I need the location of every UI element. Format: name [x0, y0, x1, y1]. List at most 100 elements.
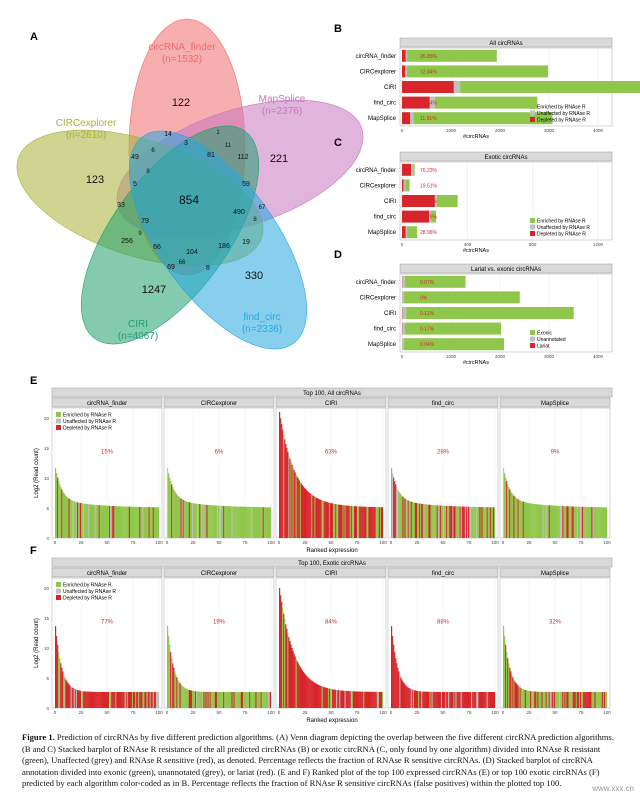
rank-bar — [293, 653, 295, 708]
rank-bar — [526, 690, 529, 708]
rank-bar — [368, 506, 370, 538]
rank-bar — [182, 686, 184, 708]
rank-bar — [525, 502, 528, 538]
rank-bar — [432, 505, 434, 538]
venn-count-26: 11 — [225, 143, 232, 149]
rank-bar — [191, 690, 194, 708]
rank-bar — [169, 644, 171, 708]
rank-bar — [266, 692, 269, 708]
rank-bar — [195, 503, 197, 538]
rank-panel-e: E Top 100, All circRNAs Log2 (Read count) R… — [30, 375, 613, 554]
rank-bar — [205, 504, 207, 538]
panel-title: All circRNAs — [489, 41, 522, 47]
rank-bar — [574, 506, 576, 538]
rank-bar — [210, 505, 212, 538]
rank-bar — [216, 505, 219, 538]
rank-bar — [175, 493, 177, 538]
rank-bar — [93, 691, 95, 708]
bar-segment — [402, 112, 411, 125]
rank-bar — [172, 487, 174, 538]
rank-bar — [472, 691, 474, 708]
rank-bar — [245, 506, 247, 538]
rank-bar — [350, 691, 352, 708]
rank-bar — [110, 505, 112, 538]
rank-bar — [281, 424, 283, 538]
rank-bar — [423, 691, 425, 708]
rank-bar — [589, 506, 591, 538]
rank-bar — [177, 679, 179, 708]
rank-bar — [564, 691, 566, 708]
rank-bar — [253, 691, 255, 708]
rank-bar — [366, 506, 368, 538]
rank-bar — [483, 692, 485, 708]
rank-bar — [420, 503, 422, 538]
rank-bar — [312, 495, 314, 538]
rank-bar — [247, 506, 249, 538]
rank-bar — [538, 504, 540, 538]
rank-bar — [180, 684, 182, 708]
rank-bar — [451, 506, 453, 538]
rank-bar — [597, 507, 599, 538]
rank-bar — [349, 505, 351, 538]
row-label: CIRI — [384, 85, 396, 91]
figure-caption: Figure 1. Prediction of circRNAs by five… — [22, 732, 622, 790]
rank-bar — [239, 691, 241, 708]
rank-bar — [68, 684, 70, 708]
rank-bar — [188, 690, 191, 708]
x-tick-label: 75 — [466, 540, 472, 545]
rank-bar — [366, 691, 368, 708]
rank-bar — [403, 683, 405, 708]
rank-bar — [206, 691, 208, 708]
rank-bar — [98, 691, 100, 708]
rank-bar — [395, 484, 397, 538]
rank-bar — [147, 507, 149, 538]
rank-bar — [457, 506, 459, 538]
rank-bar — [354, 506, 357, 538]
bar-panel-b: B All circRNAs 0 1000 2000 3000 4000 #circRNAs c… — [334, 23, 640, 140]
rank-bar — [404, 498, 406, 538]
rank-bar — [544, 505, 546, 538]
rank-bar — [402, 681, 404, 708]
rank-bar — [149, 507, 151, 538]
rank-bar — [327, 688, 330, 708]
rank-bar — [150, 692, 152, 708]
rank-bar — [397, 489, 399, 538]
rank-bar — [176, 494, 178, 538]
rank-bar — [435, 505, 437, 538]
rank-bar — [125, 506, 127, 538]
rank-bar — [83, 503, 85, 538]
rank-bar — [256, 507, 258, 538]
rank-bar — [574, 691, 576, 708]
rank-bar — [535, 504, 537, 538]
rank-bar — [424, 691, 426, 708]
rank-bar — [226, 691, 228, 708]
rank-bar — [62, 491, 64, 538]
x-tick-label: 50 — [440, 710, 446, 715]
rank-bar — [137, 691, 139, 708]
rank-bar — [556, 691, 558, 708]
bar-segment — [402, 322, 405, 335]
rank-bar — [93, 504, 95, 538]
rank-bar — [345, 690, 347, 708]
rank-bar — [337, 504, 339, 538]
rank-bar — [376, 507, 378, 538]
rank-bar — [136, 691, 138, 708]
x-tick-label: 0 — [54, 710, 57, 715]
rank-bar — [176, 677, 178, 708]
rank-bar — [236, 506, 238, 538]
rank-bar — [482, 692, 484, 708]
rank-bar — [104, 691, 107, 708]
rank-bar — [412, 690, 415, 708]
x-tick-label: 1200 — [593, 242, 604, 247]
rank-bar — [307, 676, 309, 708]
rank-bar — [69, 685, 71, 708]
facet-title: CIRI — [325, 401, 337, 407]
rank-bar — [577, 691, 580, 708]
rank-bar — [347, 691, 349, 708]
rank-bar — [258, 507, 260, 538]
rank-bar — [454, 691, 456, 708]
rank-bar — [527, 503, 530, 538]
rank-bar — [482, 507, 484, 538]
strip — [51, 387, 613, 398]
rank-bar — [379, 691, 382, 708]
